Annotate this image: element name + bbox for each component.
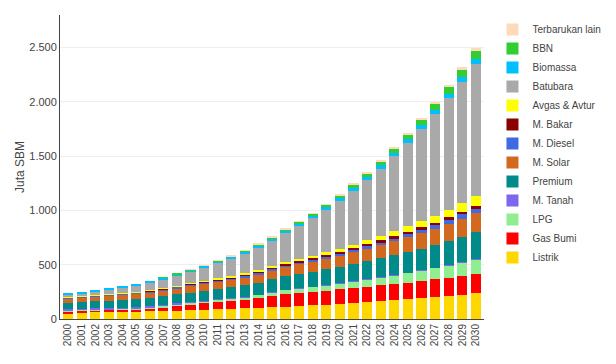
svg-text:2.000: 2.000 [29, 96, 57, 108]
svg-text:2027: 2027 [429, 324, 440, 347]
svg-text:M. Solar: M. Solar [532, 157, 570, 168]
svg-text:2004: 2004 [117, 324, 128, 347]
svg-text:2002: 2002 [90, 324, 101, 347]
svg-text:M. Diesel: M. Diesel [532, 138, 574, 149]
svg-text:2030: 2030 [470, 324, 481, 347]
svg-text:2007: 2007 [158, 324, 169, 347]
svg-text:2015: 2015 [266, 324, 277, 347]
svg-text:2010: 2010 [198, 324, 209, 347]
svg-text:2023: 2023 [375, 324, 386, 347]
svg-text:2014: 2014 [253, 324, 264, 347]
svg-text:LPG: LPG [532, 214, 552, 225]
svg-text:M. Tanah: M. Tanah [532, 195, 573, 206]
svg-text:2025: 2025 [402, 324, 413, 347]
svg-text:1.000: 1.000 [29, 204, 57, 216]
svg-text:2022: 2022 [361, 324, 372, 347]
svg-text:2009: 2009 [185, 324, 196, 347]
svg-text:Avgas & Avtur: Avgas & Avtur [532, 100, 595, 111]
svg-text:2029: 2029 [457, 324, 468, 347]
svg-text:M. Bakar: M. Bakar [532, 119, 573, 130]
svg-text:2013: 2013 [239, 324, 250, 347]
svg-text:Biomassa: Biomassa [532, 62, 576, 73]
svg-text:2019: 2019 [321, 324, 332, 347]
svg-text:2006: 2006 [144, 324, 155, 347]
svg-text:2026: 2026 [416, 324, 427, 347]
svg-text:2017: 2017 [293, 324, 304, 347]
svg-text:2028: 2028 [443, 324, 454, 347]
svg-text:2024: 2024 [389, 324, 400, 347]
svg-text:2021: 2021 [348, 324, 359, 347]
svg-text:2020: 2020 [334, 324, 345, 347]
svg-text:Listrik: Listrik [532, 252, 559, 263]
svg-text:2008: 2008 [171, 324, 182, 347]
svg-text:Juta SBM: Juta SBM [13, 141, 27, 193]
svg-text:BBN: BBN [532, 43, 553, 54]
svg-text:Premium: Premium [532, 176, 572, 187]
svg-text:Gas Bumi: Gas Bumi [532, 233, 576, 244]
svg-text:2018: 2018 [307, 324, 318, 347]
svg-text:1.500: 1.500 [29, 150, 57, 162]
svg-text:2001: 2001 [76, 324, 87, 347]
svg-text:2000: 2000 [62, 324, 73, 347]
svg-text:2016: 2016 [280, 324, 291, 347]
svg-text:500: 500 [38, 259, 56, 271]
svg-text:Terbarukan lain: Terbarukan lain [532, 24, 600, 35]
svg-text:2.500: 2.500 [29, 41, 57, 53]
svg-text:2003: 2003 [103, 324, 114, 347]
svg-text:0: 0 [51, 313, 57, 325]
svg-text:2012: 2012 [225, 324, 236, 347]
svg-text:2011: 2011 [212, 324, 223, 346]
svg-text:2005: 2005 [130, 324, 141, 347]
svg-text:Batubara: Batubara [532, 81, 573, 92]
